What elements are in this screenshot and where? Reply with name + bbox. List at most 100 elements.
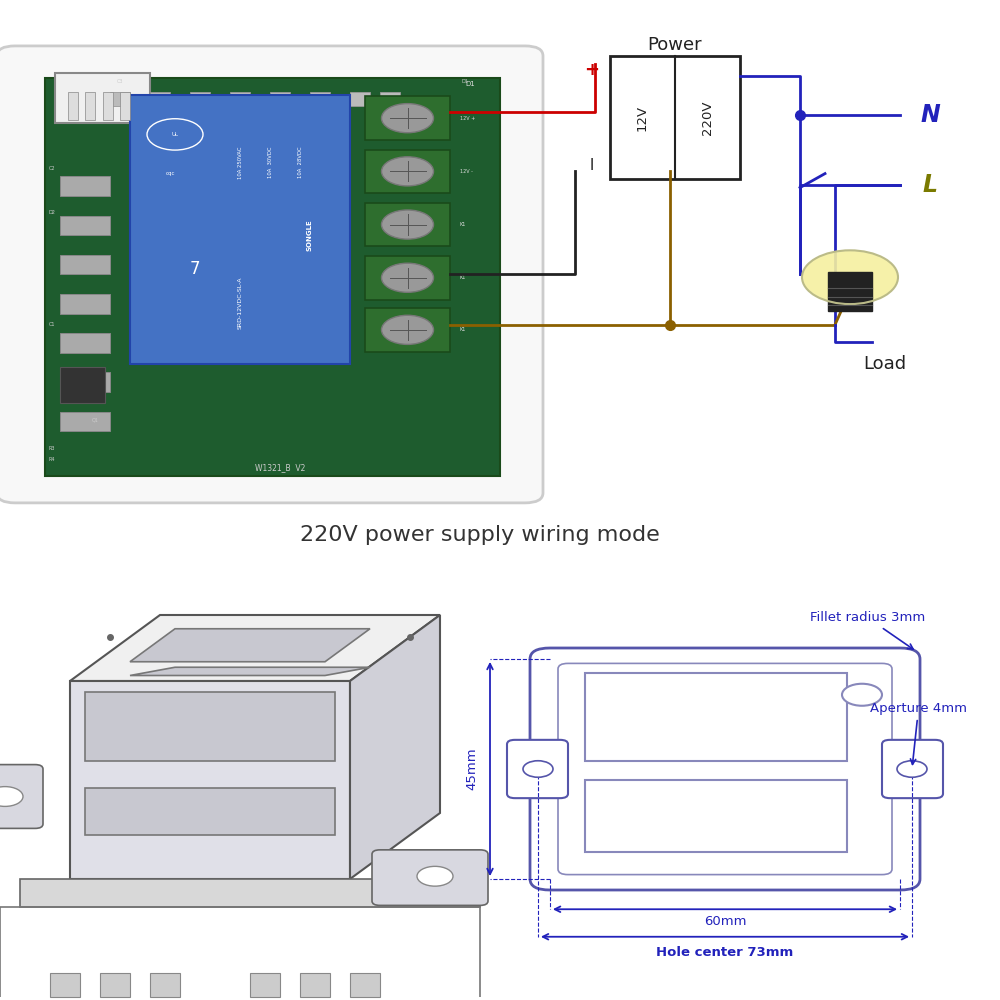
Circle shape [382, 315, 434, 344]
Bar [828, 272, 872, 311]
Polygon shape [130, 667, 370, 676]
Text: Q1: Q1 [92, 418, 98, 422]
Text: Load: Load [863, 355, 907, 373]
Bar [365, 150, 450, 193]
Text: Hole center 73mm: Hole center 73mm [656, 946, 794, 959]
Circle shape [802, 250, 898, 304]
Text: C1: C1 [49, 322, 55, 327]
Text: UL: UL [172, 132, 178, 137]
Circle shape [417, 866, 453, 886]
Bar [110, 92, 130, 106]
Text: C2: C2 [49, 165, 55, 170]
Polygon shape [70, 681, 350, 879]
Polygon shape [350, 615, 440, 879]
Text: 12V -: 12V - [460, 169, 473, 174]
Text: 10A  28VDC: 10A 28VDC [298, 147, 302, 178]
FancyBboxPatch shape [0, 46, 543, 503]
Bar [190, 92, 210, 106]
Text: K1: K1 [460, 222, 466, 227]
Bar [60, 412, 110, 431]
Bar [350, 972, 380, 997]
Bar [60, 372, 110, 392]
Text: cqc: cqc [165, 171, 175, 176]
Bar [60, 216, 110, 235]
Text: 10A 250VAC: 10A 250VAC [238, 146, 242, 179]
Text: R4: R4 [49, 457, 55, 462]
FancyBboxPatch shape [530, 648, 920, 890]
Bar [50, 972, 80, 997]
Bar [270, 92, 290, 106]
Bar [585, 673, 847, 761]
Bar [60, 255, 110, 274]
Text: Fillet radius 3mm: Fillet radius 3mm [810, 611, 925, 649]
Bar [60, 333, 110, 353]
Bar [85, 92, 95, 120]
Polygon shape [70, 615, 440, 681]
Bar [585, 780, 847, 852]
Bar [300, 972, 330, 997]
Bar [100, 972, 130, 997]
Bar [365, 96, 450, 140]
Text: SRD-12VDC-SL-A: SRD-12VDC-SL-A [238, 276, 242, 329]
Text: SONGLE: SONGLE [307, 219, 313, 251]
Polygon shape [20, 879, 480, 906]
Bar [365, 203, 450, 246]
Circle shape [842, 684, 882, 706]
Text: 7: 7 [190, 260, 200, 278]
Text: K1: K1 [460, 275, 466, 280]
Text: 10A  30VDC: 10A 30VDC [268, 147, 272, 178]
Bar [380, 92, 400, 106]
FancyBboxPatch shape [558, 663, 892, 875]
Text: W1321_B  V2: W1321_B V2 [255, 463, 305, 472]
Bar [85, 788, 335, 835]
Text: +: + [584, 61, 600, 79]
FancyBboxPatch shape [507, 740, 568, 798]
Text: D1: D1 [465, 81, 475, 87]
Bar [130, 95, 350, 364]
Polygon shape [130, 629, 370, 662]
Bar [365, 308, 450, 352]
Text: C3: C3 [117, 79, 123, 84]
Bar [85, 692, 335, 761]
Circle shape [382, 157, 434, 186]
Bar [250, 972, 280, 997]
Bar [350, 92, 370, 106]
Bar [150, 92, 170, 106]
Bar [45, 78, 500, 476]
Bar [60, 367, 105, 403]
Bar [68, 92, 78, 120]
FancyBboxPatch shape [0, 765, 43, 828]
Circle shape [897, 761, 927, 777]
Text: 220V power supply wiring mode: 220V power supply wiring mode [300, 525, 660, 545]
Text: Power: Power [648, 36, 702, 54]
Bar [230, 92, 250, 106]
Text: Aperture 4mm: Aperture 4mm [870, 702, 967, 764]
Circle shape [382, 210, 434, 239]
Text: R3: R3 [49, 446, 55, 450]
Text: N: N [920, 103, 940, 127]
Text: 220V: 220V [701, 100, 714, 135]
Text: D2: D2 [49, 210, 55, 215]
Circle shape [523, 761, 553, 777]
Text: D1: D1 [462, 79, 468, 84]
Text: 45mm: 45mm [466, 748, 479, 790]
Bar [55, 73, 150, 123]
Text: 12V: 12V [636, 105, 649, 131]
Bar [60, 294, 110, 314]
Text: 60mm: 60mm [704, 915, 746, 928]
FancyBboxPatch shape [882, 740, 943, 798]
Circle shape [0, 787, 23, 806]
Text: K1: K1 [460, 327, 466, 332]
Circle shape [382, 263, 434, 292]
Text: l: l [590, 158, 594, 173]
Bar [610, 56, 740, 179]
Text: L: L [923, 173, 938, 197]
Bar [310, 92, 330, 106]
FancyBboxPatch shape [372, 850, 488, 905]
Bar [365, 256, 450, 300]
Bar [120, 92, 130, 120]
Text: 12V +: 12V + [460, 116, 475, 121]
Bar [150, 972, 180, 997]
Bar [60, 176, 110, 196]
Circle shape [382, 104, 434, 133]
